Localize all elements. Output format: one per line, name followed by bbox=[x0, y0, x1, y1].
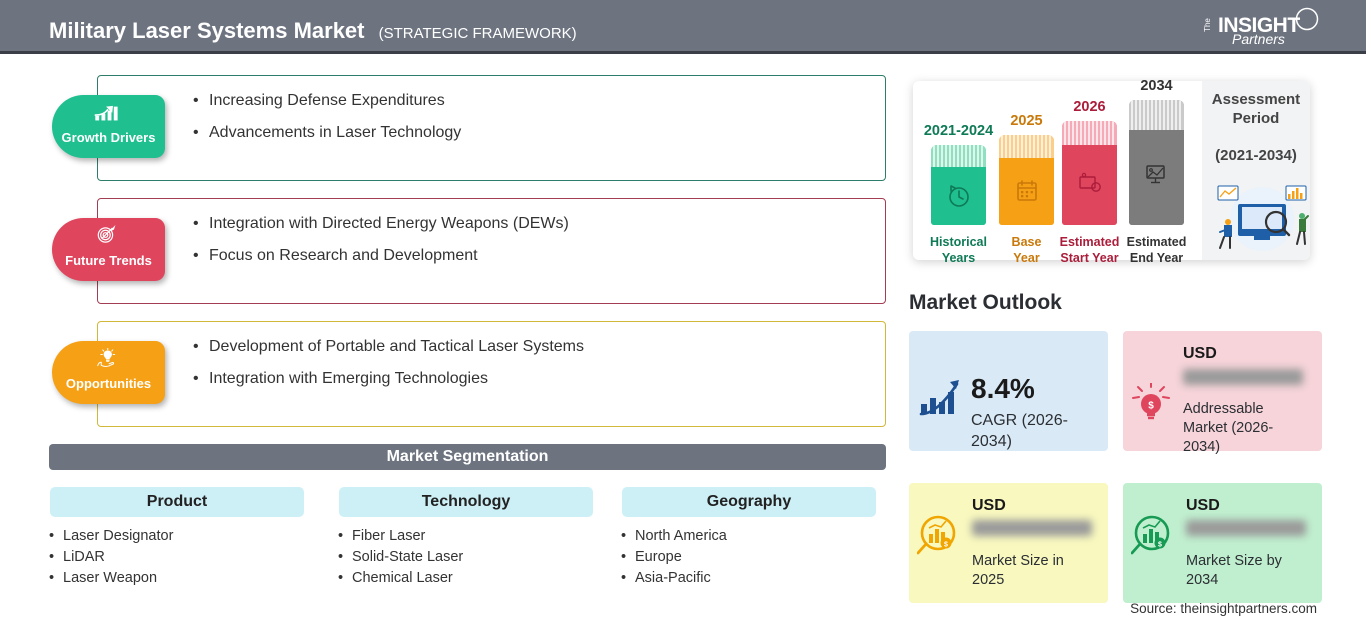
svg-text:$: $ bbox=[944, 542, 948, 549]
svg-text:$: $ bbox=[1158, 542, 1162, 549]
svg-text:$: $ bbox=[1148, 401, 1154, 412]
svg-text:Partners: Partners bbox=[1232, 31, 1285, 47]
svg-text:The: The bbox=[1203, 18, 1212, 32]
